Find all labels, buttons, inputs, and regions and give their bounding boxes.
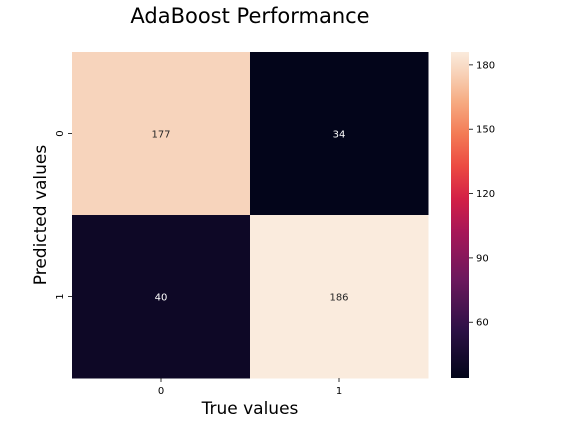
heatmap-cell [250, 215, 429, 379]
x-tick-label: 0 [158, 386, 164, 397]
heatmap-cell [72, 215, 251, 379]
x-axis-label: True values [201, 399, 299, 419]
cell-value-label: 40 [155, 293, 168, 304]
y-axis-ticks: 01 [55, 130, 72, 300]
colorbar-tick-label: 90 [476, 253, 489, 264]
colorbar-tick-label: 180 [476, 60, 495, 71]
chart-title: AdaBoost Performance [130, 4, 369, 28]
cell-value-label: 34 [333, 130, 346, 141]
heatmap-cell [72, 52, 251, 216]
colorbar-tick-label: 150 [476, 125, 495, 136]
heatmap-cells: 177 34 40 186 [72, 52, 429, 379]
colorbar-tick-label: 60 [476, 318, 489, 329]
y-tick-label: 1 [55, 293, 66, 299]
heatmap-cell [250, 52, 429, 216]
cell-value-label: 177 [151, 130, 170, 141]
x-tick-label: 1 [336, 386, 342, 397]
colorbar-ticks: 60 90 120 150 180 [469, 60, 495, 329]
colorbar [451, 52, 469, 378]
colorbar-tick-label: 120 [476, 189, 495, 200]
cell-value-label: 186 [329, 293, 348, 304]
y-tick-label: 0 [55, 130, 66, 136]
y-axis-label: Predicted values [31, 145, 51, 286]
